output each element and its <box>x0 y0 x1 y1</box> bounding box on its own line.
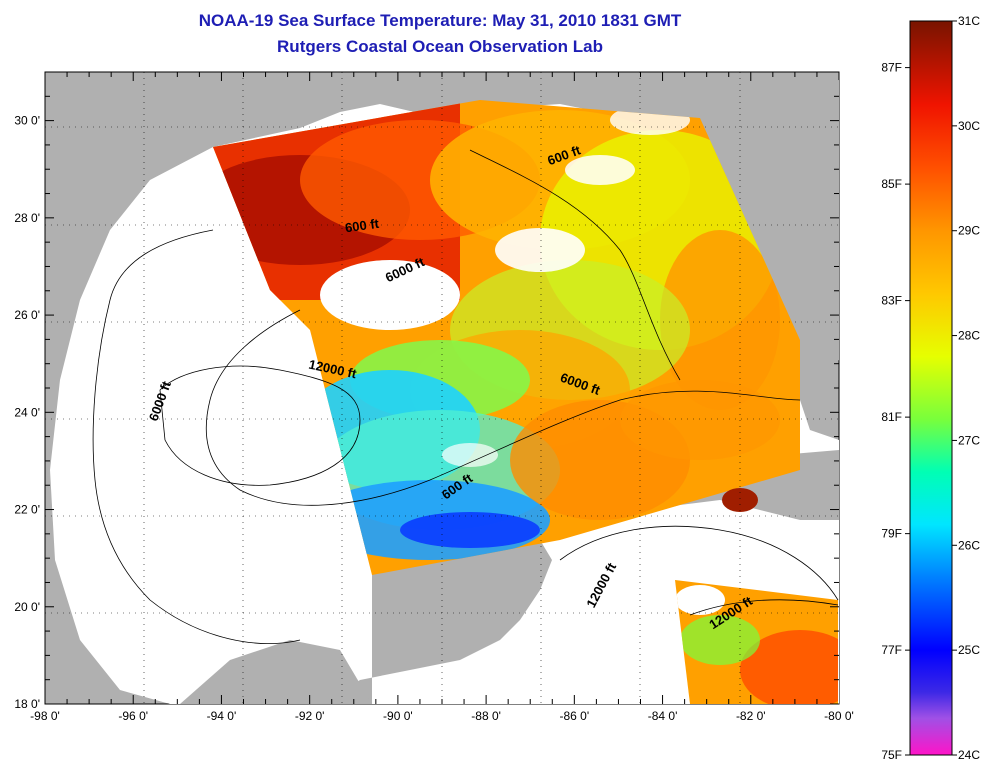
fahrenheit-label: 87F <box>881 61 902 75</box>
celsius-label: 26C <box>958 538 980 552</box>
celsius-label: 29C <box>958 224 980 238</box>
colorbar-scale <box>909 20 953 756</box>
fahrenheit-label: 85F <box>881 177 902 191</box>
fahrenheit-label: 75F <box>881 748 902 762</box>
y-tick-label: 30 0' <box>14 114 40 128</box>
map-subtitle: Rutgers Coastal Ocean Observation Lab <box>277 37 603 56</box>
celsius-label: 30C <box>958 119 980 133</box>
y-tick-label: 22 0' <box>14 503 40 517</box>
central-america-land <box>180 640 372 704</box>
axis-ticks: -98 0' -96 0' -94 0' -92 0' -90 0' -88 0' -86 … <box>14 71 854 723</box>
celsius-label: 28C <box>958 329 980 343</box>
x-tick-label: -84 0' <box>648 709 678 723</box>
x-tick-label: -92 0' <box>295 709 325 723</box>
map-title: NOAA-19 Sea Surface Temperature: May 31,… <box>198 11 682 30</box>
x-tick-label: -82 0' <box>736 709 766 723</box>
fahrenheit-label: 83F <box>881 294 902 308</box>
colorbar: 31C 30C 29C 28C 27C 26C 25C 24C 87F 85F 83F 81F 79F 7… <box>881 14 980 762</box>
y-tick-label: 24 0' <box>14 405 40 419</box>
celsius-label: 31C <box>958 14 980 28</box>
y-tick-label: 20 0' <box>14 600 40 614</box>
florida-land <box>700 80 839 395</box>
x-tick-label: -96 0' <box>118 709 148 723</box>
yucatan-land <box>330 530 552 704</box>
bathymetry-contours <box>92 149 839 645</box>
x-tick-label: -98 0' <box>30 709 60 723</box>
x-tick-label: -94 0' <box>207 709 237 723</box>
graticule <box>45 72 839 704</box>
x-tick-label: -90 0' <box>383 709 413 723</box>
y-tick-label: 28 0' <box>14 211 40 225</box>
fahrenheit-label: 77F <box>881 643 902 657</box>
x-tick-label: -80 0' <box>824 709 854 723</box>
celsius-label: 25C <box>958 643 980 657</box>
x-tick-label: -88 0' <box>471 709 501 723</box>
contour-label: 600 ft <box>344 216 380 236</box>
fahrenheit-label: 79F <box>881 527 902 541</box>
y-tick-label: 26 0' <box>14 308 40 322</box>
celsius-label: 27C <box>958 433 980 447</box>
fahrenheit-label: 81F <box>881 410 902 424</box>
y-tick-label: 18 0' <box>14 697 40 711</box>
x-tick-label: -86 0' <box>560 709 590 723</box>
celsius-label: 24C <box>958 748 980 762</box>
